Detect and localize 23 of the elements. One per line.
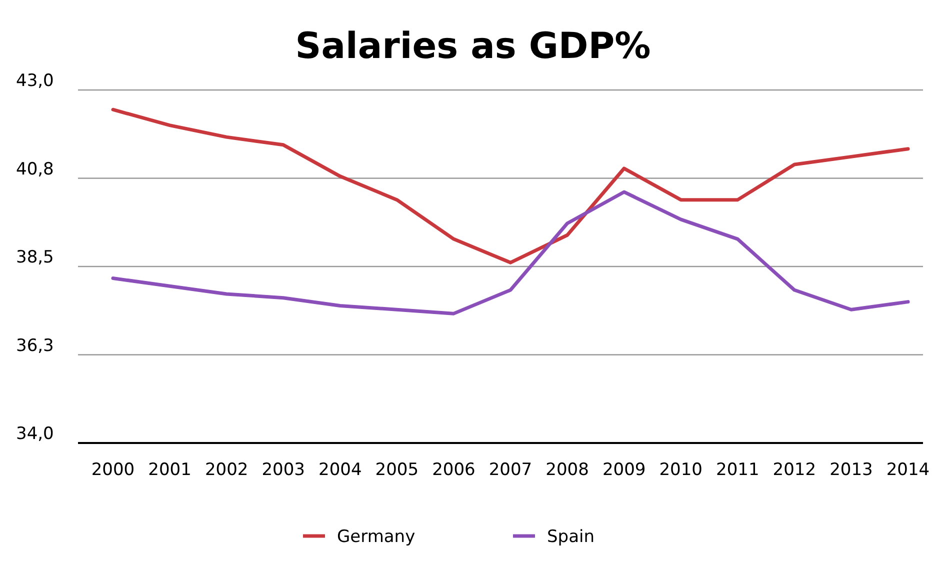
x-tick-label: 2004 [318,460,362,480]
y-tick-label: 34,0 [16,424,54,444]
legend-label: Germany [337,527,416,547]
chart-title: Salaries as GDP% [295,26,651,67]
x-tick-label: 2013 [830,460,873,480]
y-tick-label: 36,3 [16,336,54,356]
x-tick-label: 2007 [488,460,532,480]
x-tick-label: 2001 [148,460,192,480]
x-tick-label: 2010 [659,460,702,480]
y-tick-label: 38,5 [16,248,54,268]
legend-label: Spain [547,527,594,547]
y-tick-label: 40,8 [16,159,54,180]
x-tick-label: 2008 [546,460,589,480]
x-tick-label: 2002 [204,460,248,480]
x-tick-label: 2014 [886,460,930,480]
x-tick-label: 2011 [716,460,760,480]
y-tick-label: 43,0 [16,71,54,91]
x-tick-label: 2000 [91,460,135,480]
x-tick-label: 2005 [375,460,419,480]
x-tick-label: 2003 [262,460,305,480]
x-tick-label: 2012 [772,460,816,480]
x-tick-label: 2009 [602,460,646,480]
x-tick-label: 2006 [432,460,476,480]
